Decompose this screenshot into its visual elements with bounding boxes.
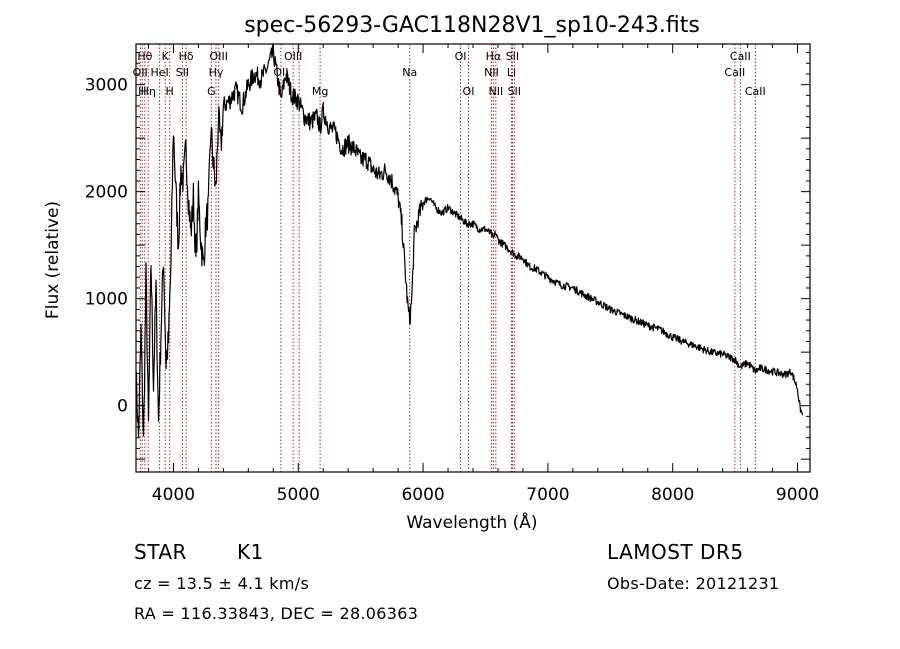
line-marker-label: G <box>207 85 216 98</box>
line-marker-label: Mg <box>312 85 328 98</box>
line-marker-label: NII <box>488 85 503 98</box>
plot-frame <box>135 43 811 473</box>
line-marker-label: SII <box>176 66 189 79</box>
line-marker-label: H <box>138 85 146 98</box>
line-marker-label: SII <box>506 50 519 63</box>
y-tick-label: 3000 <box>85 76 128 96</box>
y-tick-label: 0 <box>117 397 128 417</box>
line-marker-label: Hη <box>141 85 156 98</box>
line-marker-label: Hγ <box>209 66 224 79</box>
line-marker-label: OI <box>463 85 475 98</box>
line-marker-label: H <box>166 85 174 98</box>
line-marker-label: Li <box>507 66 516 79</box>
line-marker-label: Hα <box>486 50 502 63</box>
x-tick-label: 6000 <box>401 485 444 505</box>
line-marker-label: OIII <box>210 50 228 63</box>
line-marker-label: CaII <box>730 50 751 63</box>
spectrum-line <box>135 43 804 438</box>
x-tick-label: 8000 <box>651 485 694 505</box>
line-marker-label: K <box>162 50 170 63</box>
line-marker-label: OII <box>133 66 148 79</box>
object-subclass: K1 <box>237 540 264 564</box>
x-tick-label: 7000 <box>526 485 569 505</box>
line-marker-label: SII <box>508 85 521 98</box>
observation-date: Obs-Date: 20121231 <box>607 574 780 593</box>
line-marker-label: NII <box>484 66 499 79</box>
chart-title: spec-56293-GAC118N28V1_sp10-243.fits <box>244 13 700 38</box>
plot-axes: 4000 5000 6000 7000 8000 9000 0 1000 2000 3000 <box>85 43 819 505</box>
survey-name: LAMOST DR5 <box>607 540 744 564</box>
object-class: STAR <box>134 540 187 564</box>
y-tick-label: 2000 <box>85 183 128 203</box>
x-axis-label: Wavelength (Å) <box>406 511 537 533</box>
line-marker-label: Hδ <box>179 50 194 63</box>
line-marker-label: Hθ <box>137 50 152 63</box>
line-marker-label: OI <box>455 50 467 63</box>
line-marker-label: Na <box>402 66 417 79</box>
y-axis-label: Flux (relative) <box>43 201 63 319</box>
x-tick-label: 4000 <box>152 485 195 505</box>
line-marker-label: CaII <box>724 66 745 79</box>
spectral-line-labels: OIIHHθHηHeIKHSIIHδGHγOIIIOIIOIIIMgNaOIOI… <box>133 50 766 98</box>
x-tick-label: 5000 <box>277 485 320 505</box>
redshift-velocity: cz = 13.5 ± 4.1 km/s <box>134 574 310 593</box>
line-marker-label: OIII <box>284 50 302 63</box>
line-marker-label: CaII <box>745 85 766 98</box>
y-tick-label: 1000 <box>85 290 128 310</box>
spectral-line-markers <box>139 44 756 472</box>
x-tick-label: 9000 <box>776 485 819 505</box>
line-marker-label: HeI <box>150 66 168 79</box>
coordinates: RA = 116.33843, DEC = 28.06363 <box>134 604 419 623</box>
